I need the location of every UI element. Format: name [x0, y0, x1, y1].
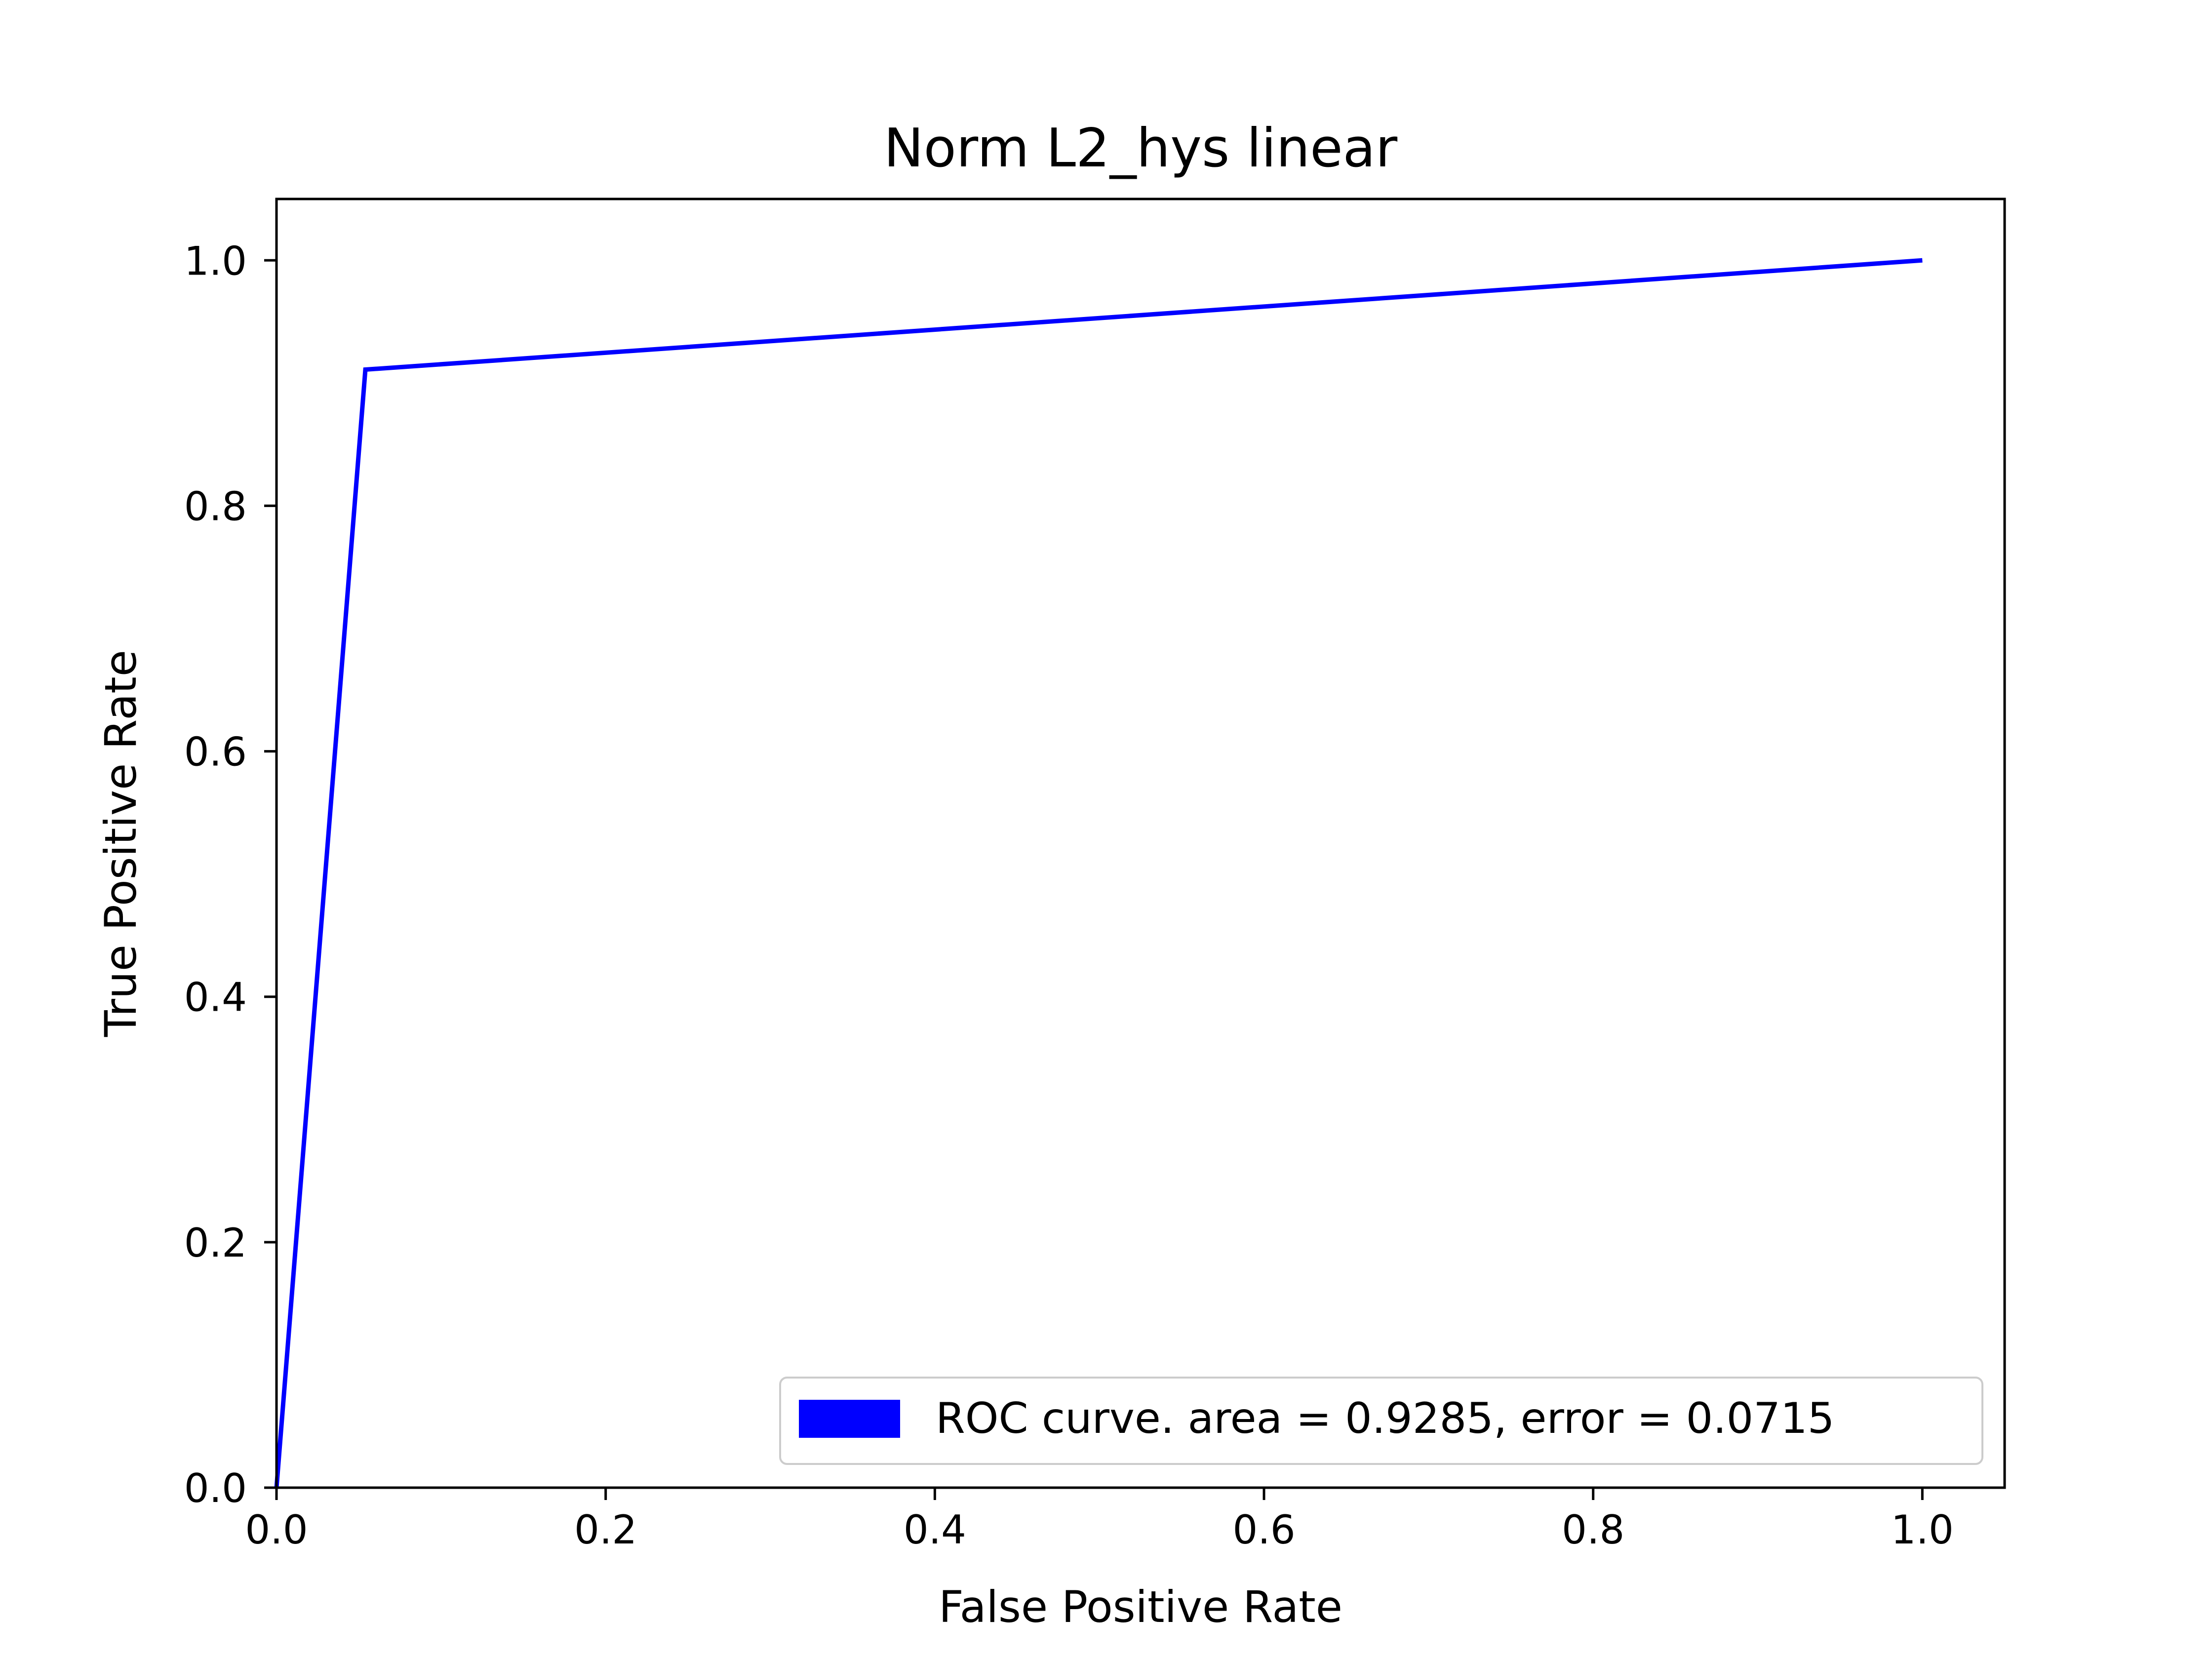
y-tick-label: 0.4 — [184, 975, 247, 1021]
y-tick-label: 0.0 — [184, 1465, 247, 1511]
roc-curve-line — [274, 258, 1923, 1488]
x-tick-label: 0.2 — [574, 1507, 637, 1553]
legend: ROC curve. area = 0.9285, error = 0.0715 — [779, 1377, 1983, 1465]
y-tick-label: 0.8 — [184, 483, 247, 529]
x-tick-label: 0.6 — [1232, 1507, 1295, 1553]
plot-series-group — [274, 258, 1923, 1488]
legend-label: ROC curve. area = 0.9285, error = 0.0715 — [936, 1394, 1834, 1443]
legend-box — [779, 1377, 1983, 1465]
legend-swatch — [799, 1400, 900, 1438]
x-tick-label: 0.8 — [1562, 1507, 1624, 1553]
y-axis-ticks: 0.0 0.2 0.4 0.6 0.8 1.0 — [184, 238, 276, 1511]
y-tick-label: 1.0 — [184, 238, 247, 284]
x-axis-ticks: 0.0 0.2 0.4 0.6 0.8 1.0 — [245, 1488, 1954, 1553]
y-tick-label: 0.2 — [184, 1220, 247, 1266]
plot-frame — [275, 198, 2006, 1489]
y-tick-label: 0.6 — [184, 729, 247, 775]
x-axis-label: False Positive Rate — [939, 1581, 1343, 1632]
x-tick-label: 1.0 — [1891, 1507, 1954, 1553]
chart-title: Norm L2_hys linear — [884, 118, 1398, 179]
x-tick-label: 0.0 — [245, 1507, 308, 1553]
y-axis-label: True Positive Rate — [95, 650, 146, 1037]
x-tick-label: 0.4 — [904, 1507, 966, 1553]
